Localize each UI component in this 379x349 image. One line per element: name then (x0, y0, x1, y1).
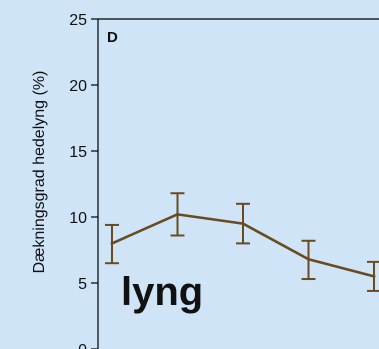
data-point (111, 242, 114, 245)
y-tick-label: 10 (69, 210, 87, 227)
y-axis-label: Dækningsgrad hedelyng (%) (31, 71, 48, 274)
axes: 0 5 10 15 20 25 (69, 12, 379, 349)
y-tick-label: 5 (78, 276, 87, 293)
y-tick-label: 0 (78, 342, 87, 349)
y-tick-label: 25 (69, 12, 87, 29)
y-tick-label: 20 (69, 78, 87, 95)
series-annotation: lyng (121, 270, 203, 314)
data-point (242, 222, 245, 225)
y-tick-label: 15 (69, 144, 87, 161)
data-point (307, 258, 310, 261)
data-point (176, 213, 179, 216)
data-point (373, 275, 376, 278)
panel-letter: D (107, 29, 118, 46)
